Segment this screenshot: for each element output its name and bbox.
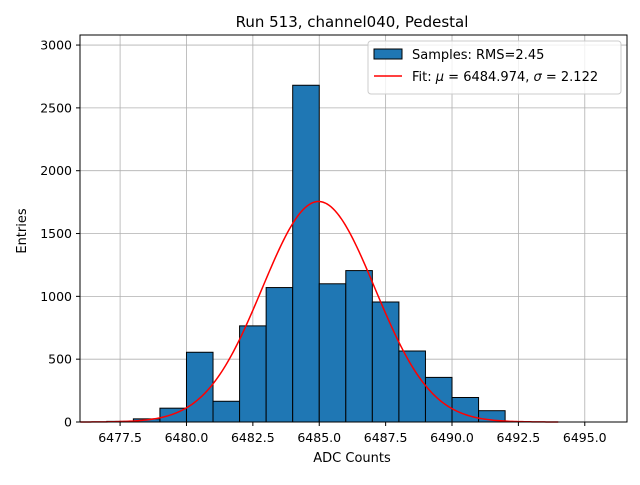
x-axis-label: ADC Counts <box>313 451 391 466</box>
histogram-bar <box>371 301 400 423</box>
chart-title: Run 513, channel040, Pedestal <box>236 13 469 31</box>
y-tick-label: 0 <box>64 415 72 430</box>
x-tick-label: 6477.5 <box>98 430 142 445</box>
y-tick-label: 3000 <box>40 38 72 53</box>
histogram-bar <box>239 325 267 423</box>
histogram-bars <box>106 84 506 423</box>
histogram-bar <box>185 351 214 423</box>
histogram-bar <box>212 400 241 423</box>
x-tick-label: 6480.0 <box>165 430 209 445</box>
fit-curve-group <box>80 200 559 423</box>
plot-frame <box>79 34 628 423</box>
legend-label-samples: Samples: RMS=2.45 <box>412 48 544 63</box>
y-tick-label: 1500 <box>40 226 72 241</box>
y-tick-label: 2500 <box>40 100 72 115</box>
x-tick-label: 6495.0 <box>563 430 607 445</box>
histogram-bar <box>318 283 347 423</box>
y-tick-label: 500 <box>48 352 72 367</box>
legend: Samples: RMS=2.45 Fit: μ = 6484.974, σ =… <box>367 40 622 95</box>
x-tick-label: 6492.5 <box>497 430 541 445</box>
fit-curve <box>80 200 559 423</box>
y-axis-ticks: 0 500 1000 1500 2000 2500 3000 <box>40 38 80 430</box>
legend-box <box>367 40 622 95</box>
x-tick-label: 6485.0 <box>297 430 341 445</box>
y-axis-label: Entries <box>15 208 30 254</box>
legend-label-fit: Fit: μ = 6484.974, σ = 2.122 <box>412 70 598 85</box>
histogram-bar <box>451 396 480 423</box>
x-axis-ticks: 6477.5 6480.0 6482.5 6485.0 6487.5 6490.0 6492… <box>98 422 607 445</box>
histogram-bar <box>398 350 426 423</box>
histogram-bar <box>292 84 320 423</box>
x-tick-label: 6490.0 <box>430 430 474 445</box>
y-tick-label: 1000 <box>40 289 72 304</box>
histogram-bar <box>265 287 294 423</box>
histogram-bar <box>345 270 373 423</box>
legend-swatch-samples <box>373 48 403 60</box>
y-tick-label: 2000 <box>40 163 72 178</box>
x-tick-label: 6487.5 <box>364 430 408 445</box>
x-tick-label: 6482.5 <box>231 430 275 445</box>
